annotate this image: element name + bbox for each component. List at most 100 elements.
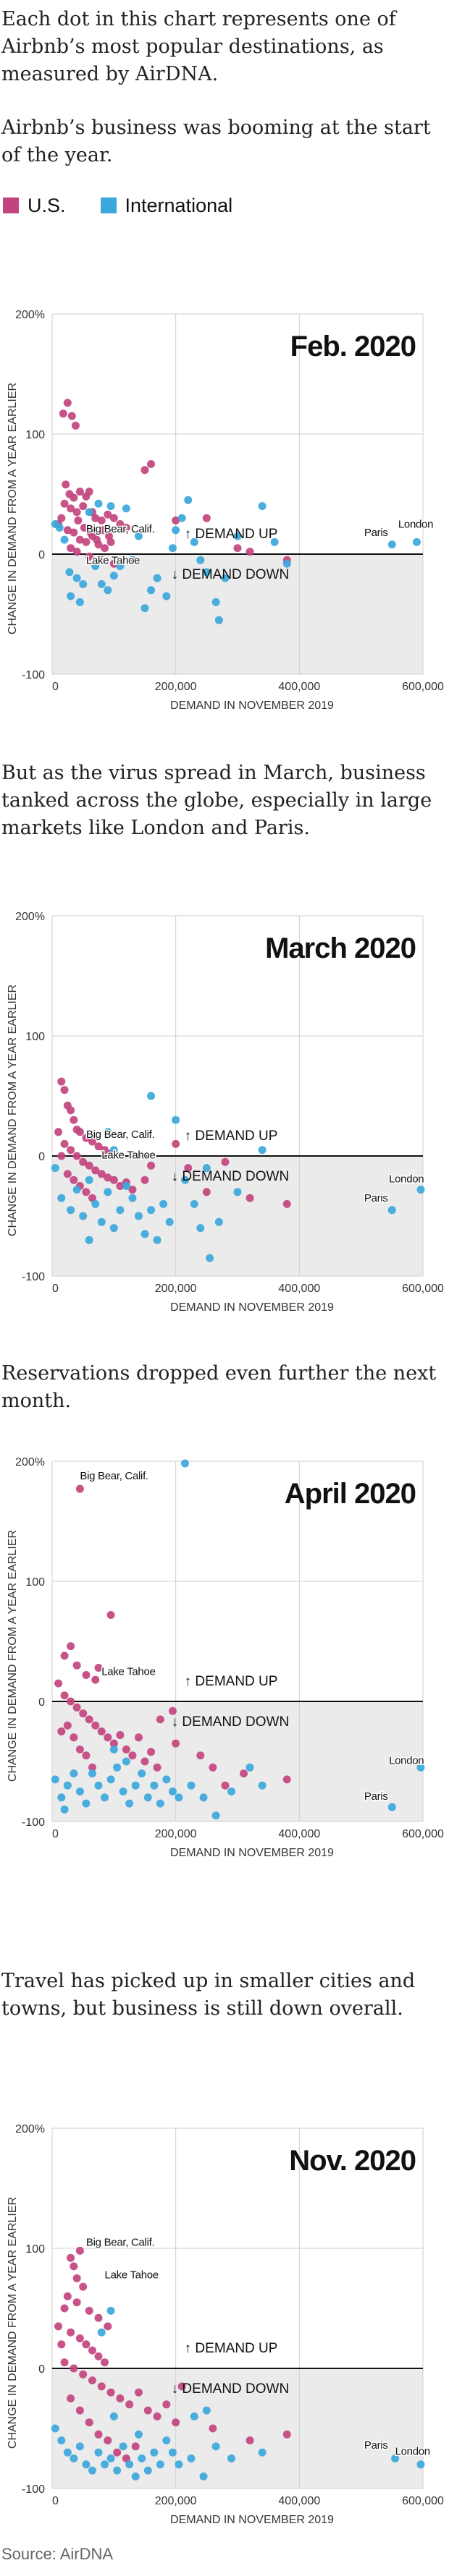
annotation-label: London — [389, 1754, 424, 1767]
data-point — [172, 1115, 180, 1124]
data-point — [101, 1146, 109, 1155]
data-point — [85, 1161, 93, 1170]
data-point — [143, 2466, 152, 2475]
y-tick-label: -100 — [22, 1271, 45, 1283]
data-point — [202, 2406, 211, 2415]
data-point — [387, 540, 396, 549]
data-point — [116, 1730, 125, 1739]
data-point — [153, 2412, 161, 2420]
data-point — [105, 532, 114, 540]
data-point — [72, 574, 81, 582]
data-point — [416, 1763, 425, 1772]
data-point — [57, 1194, 66, 1202]
data-point — [140, 1176, 149, 1184]
demand-down-label: ↓ DEMAND DOWN — [172, 1714, 290, 1730]
data-point — [387, 1803, 396, 1811]
data-point — [177, 2382, 186, 2391]
data-point — [113, 2448, 122, 2457]
legend-label-international: International — [125, 194, 233, 216]
demand-down-label: ↓ DEMAND DOWN — [172, 1169, 290, 1184]
data-point — [85, 508, 93, 517]
data-point — [282, 1775, 291, 1784]
demand-up-label: ↑ DEMAND UP — [185, 2341, 278, 2356]
data-point — [138, 2454, 146, 2462]
data-point — [104, 1173, 112, 1182]
demand-down-zone — [52, 1701, 423, 1822]
data-point — [168, 2448, 177, 2457]
data-point — [101, 544, 109, 553]
data-point — [86, 528, 95, 537]
data-point — [67, 1146, 75, 1155]
annotation-label: Lake Tahoe — [86, 554, 140, 566]
data-point — [91, 1199, 100, 1208]
data-point — [97, 1170, 106, 1178]
data-point — [258, 2448, 267, 2457]
data-point — [122, 523, 130, 532]
data-point — [82, 2340, 91, 2349]
data-point — [51, 2424, 59, 2433]
data-point — [60, 1086, 69, 1094]
data-point — [55, 523, 64, 532]
data-point — [67, 412, 76, 420]
x-axis-label: DEMAND IN NOVEMBER 2019 — [170, 1847, 334, 1859]
data-point — [60, 1805, 69, 1814]
data-point — [67, 2328, 75, 2337]
data-point — [202, 514, 211, 522]
data-point — [211, 1811, 220, 1820]
data-point — [75, 598, 84, 606]
data-point — [134, 532, 143, 540]
x-axis-label: DEMAND IN NOVEMBER 2019 — [170, 2514, 334, 2526]
data-point — [227, 2454, 235, 2462]
data-point — [221, 1157, 230, 1166]
data-point — [91, 514, 100, 522]
data-point — [72, 2274, 81, 2282]
data-point — [282, 559, 291, 568]
data-point — [67, 592, 75, 600]
data-point — [227, 1788, 235, 1795]
data-point — [109, 559, 118, 568]
data-point — [67, 1697, 75, 1706]
data-point — [109, 1739, 118, 1748]
x-tick-label: 0 — [52, 2495, 59, 2507]
data-point — [85, 1715, 93, 1724]
annotation-label: Big Bear, Calif. — [86, 2237, 154, 2249]
data-point — [168, 1788, 177, 1795]
demand-up-label: ↑ DEMAND UP — [185, 527, 278, 542]
x-tick-label: 0 — [52, 1828, 59, 1840]
y-tick-label: -100 — [22, 2483, 45, 2496]
data-point — [75, 535, 84, 544]
data-point — [190, 2412, 198, 2420]
data-point — [79, 2282, 88, 2291]
data-point — [246, 1194, 254, 1202]
data-point — [72, 1661, 81, 1670]
y-tick-label: 200% — [15, 1456, 45, 1468]
data-point — [140, 1757, 149, 1766]
data-point — [88, 1763, 96, 1772]
data-point — [82, 1188, 91, 1196]
y-axis-label: CHANGE IN DEMAND FROM A YEAR EARLIER — [7, 1530, 19, 1782]
data-point — [63, 399, 72, 407]
data-point — [150, 2448, 159, 2457]
data-point — [109, 1146, 118, 1155]
x-tick-label: 200,000 — [155, 1283, 197, 1295]
data-point — [75, 1484, 84, 1493]
data-point — [70, 1176, 78, 1184]
data-point — [202, 568, 211, 577]
data-point — [97, 580, 106, 588]
data-point — [88, 1194, 96, 1202]
data-point — [85, 552, 93, 561]
data-point — [91, 1166, 100, 1175]
data-point — [67, 2394, 75, 2402]
chart-nov-2020: 200% 100 0 -100 0 200,000 400,000 600,000 DEMAND… — [0, 2111, 449, 2538]
data-point — [85, 2306, 93, 2315]
demand-down-zone — [52, 1156, 423, 1276]
x-tick-label: 600,000 — [402, 1828, 444, 1840]
data-point — [62, 480, 70, 489]
data-point — [94, 2352, 103, 2360]
data-point — [153, 1236, 161, 1244]
x-tick-label: 200,000 — [155, 1828, 197, 1840]
data-point — [63, 526, 72, 535]
data-point — [190, 1199, 198, 1208]
data-point — [109, 571, 118, 580]
data-point — [94, 2313, 103, 2322]
